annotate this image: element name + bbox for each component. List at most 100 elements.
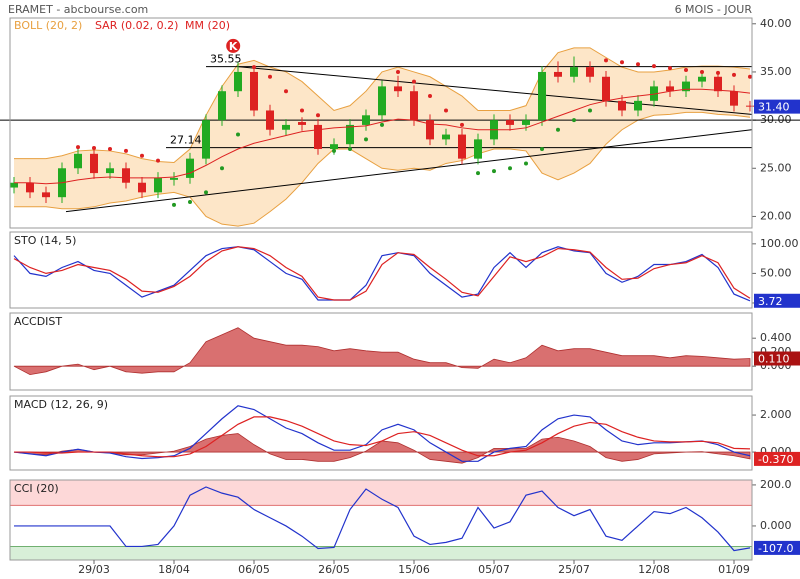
panel-title: STO (14, 5)	[14, 234, 76, 247]
sar-dot	[492, 169, 496, 174]
sar-dot	[588, 108, 592, 113]
candle-body	[42, 192, 50, 198]
candle-body	[746, 105, 754, 107]
candle-body	[666, 86, 674, 92]
sar-dot	[140, 153, 144, 158]
sar-dot	[108, 147, 112, 152]
candle-body	[378, 86, 386, 116]
candle-body	[202, 120, 210, 159]
sar-dot	[524, 161, 528, 166]
candle-body	[330, 144, 338, 150]
x-tick-label: 29/03	[78, 563, 110, 576]
bollinger-fill	[14, 47, 750, 227]
sar-dot	[268, 74, 272, 79]
y-tick-label: 0.400	[760, 331, 792, 344]
legend-entry: MM (20)	[185, 19, 230, 32]
line	[13, 405, 751, 462]
line	[14, 88, 751, 185]
y-tick-label: 100.00	[760, 237, 799, 250]
sar-dot	[316, 113, 320, 118]
y-tick-label: 50.00	[760, 266, 792, 279]
candle-body	[538, 71, 546, 121]
sar-dot	[636, 62, 640, 67]
last-value-label: 31.40	[758, 101, 790, 114]
candle-body	[522, 120, 530, 125]
last-value-box	[754, 351, 800, 366]
panel-border	[9, 479, 753, 561]
sar-dot	[684, 68, 688, 73]
line	[14, 47, 751, 164]
candle-body	[138, 182, 146, 193]
sar-dot	[620, 60, 624, 65]
candle-body	[74, 153, 82, 169]
x-tick-label: 18/04	[158, 563, 190, 576]
sar-dot	[348, 147, 352, 152]
trend-line	[237, 66, 752, 115]
x-tick-label: 25/07	[558, 563, 590, 576]
last-value-box	[754, 99, 800, 114]
sar-dot	[444, 108, 448, 113]
line	[14, 416, 751, 458]
event-label: K	[229, 40, 238, 53]
panel-border	[9, 231, 753, 309]
x-tick-label: 01/09	[718, 563, 750, 576]
candle-body	[26, 182, 34, 193]
line	[13, 246, 751, 302]
candle-body	[10, 182, 18, 188]
band	[10, 546, 752, 560]
last-value-box	[754, 293, 800, 308]
candle-body	[154, 177, 162, 193]
page-title: ERAMET - abcbourse.com	[8, 3, 148, 16]
area	[13, 327, 751, 376]
candle-body	[458, 134, 466, 159]
sar-dot	[604, 58, 608, 63]
period: 6 MOIS - JOUR	[675, 3, 753, 16]
sar-dot	[332, 148, 336, 153]
x-tick-label: 15/06	[398, 563, 430, 576]
sar-dot	[364, 137, 368, 142]
level-label: 27.14	[170, 134, 202, 147]
x-tick-label: 06/05	[238, 563, 270, 576]
candle-body	[682, 81, 690, 92]
legend-entry: BOLL (20, 2)	[14, 19, 82, 32]
sar-dot	[460, 122, 464, 127]
sar-dot	[476, 171, 480, 176]
area	[13, 433, 751, 464]
candle-body	[218, 91, 226, 121]
candle-body	[698, 76, 706, 82]
band	[10, 480, 752, 506]
candle-body	[634, 100, 642, 111]
candle-body	[394, 86, 402, 92]
candle-body	[170, 177, 178, 180]
x-tick-label: 05/07	[478, 563, 510, 576]
last-value-label: 0.110	[758, 353, 790, 366]
panel	[9, 231, 753, 309]
legend-entry: SAR (0.02, 0.2)	[95, 19, 178, 32]
candle-body	[426, 120, 434, 140]
last-value-box	[754, 451, 800, 466]
sar-dot	[252, 65, 256, 70]
sar-dot	[284, 89, 288, 94]
candle-body	[122, 168, 130, 183]
candle-body	[410, 91, 418, 121]
candle-body	[442, 134, 450, 140]
y-tick-label: 20.00	[760, 209, 792, 222]
x-tick-label: 26/05	[318, 563, 350, 576]
candle-body	[554, 71, 562, 77]
level-label: 35.55	[210, 53, 242, 66]
panel	[9, 312, 753, 391]
candle-body	[186, 158, 194, 178]
candle-body	[362, 115, 370, 125]
sar-dot	[396, 69, 400, 74]
event-marker	[226, 38, 241, 53]
sar-dot	[508, 166, 512, 171]
candle-body	[570, 67, 578, 77]
last-value-label: 3.72	[758, 295, 783, 308]
candle-body	[586, 67, 594, 77]
y-tick-label: 200.0	[760, 478, 792, 491]
sar-dot	[748, 74, 752, 79]
last-value-box	[754, 540, 800, 555]
sar-dot	[172, 202, 176, 207]
sar-dot	[124, 148, 128, 153]
candle-body	[474, 139, 482, 159]
